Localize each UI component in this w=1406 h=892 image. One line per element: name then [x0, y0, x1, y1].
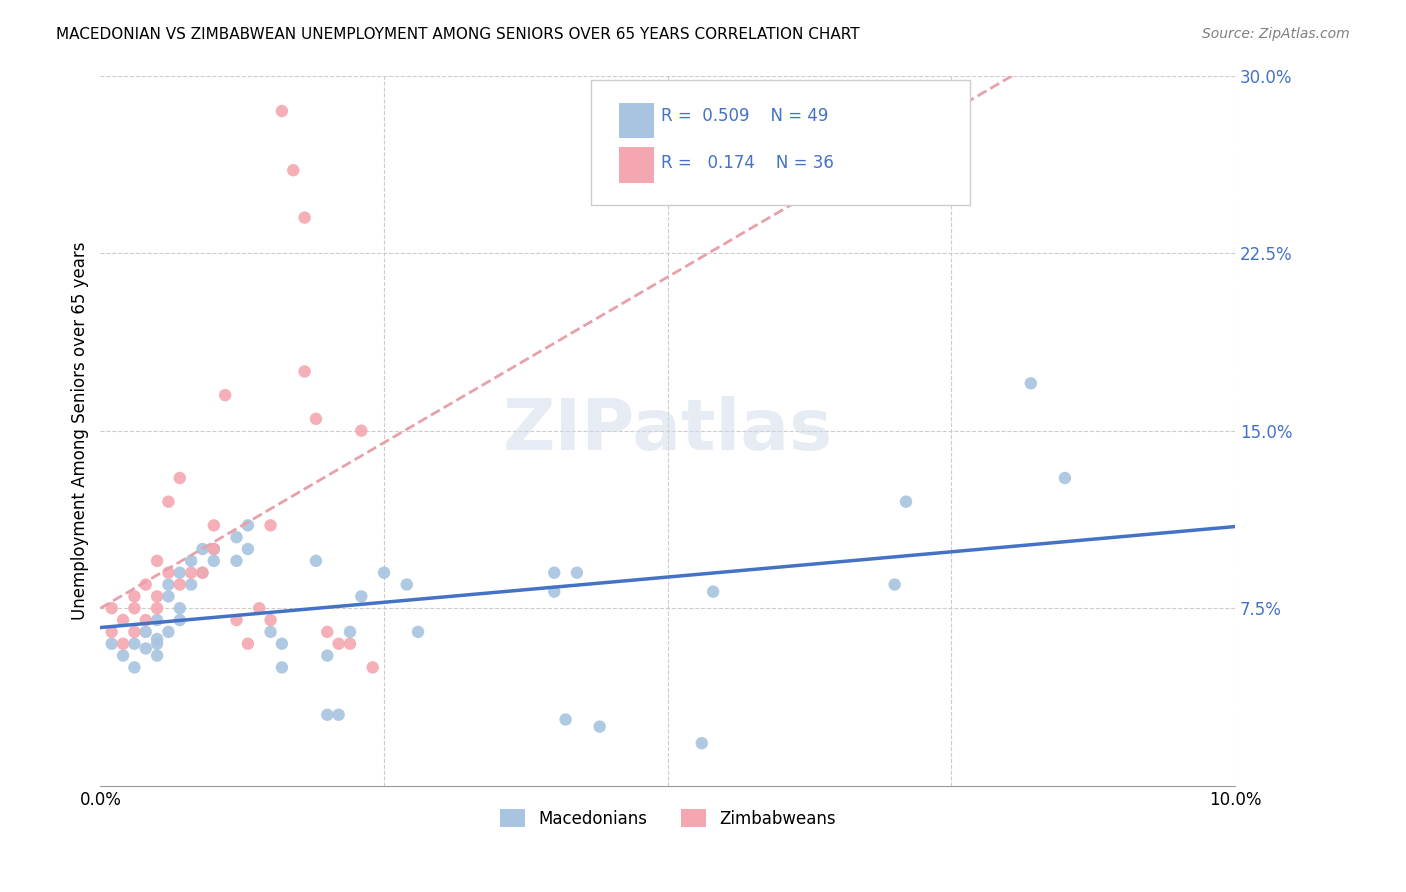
Point [316, 707, 339, 722]
Point [157, 590, 180, 604]
Point [157, 577, 180, 591]
Point [157, 566, 180, 580]
Point [883, 577, 905, 591]
Point [395, 577, 418, 591]
Point [271, 660, 294, 674]
Point [271, 103, 294, 118]
Point [283, 163, 305, 178]
Point [146, 601, 169, 615]
Point [350, 424, 373, 438]
Point [225, 554, 247, 568]
Point [112, 648, 135, 663]
Point [157, 494, 180, 508]
Point [146, 554, 169, 568]
Point [180, 554, 202, 568]
Point [543, 566, 565, 580]
Point [124, 601, 146, 615]
Point [146, 590, 169, 604]
Point [202, 518, 225, 533]
Point [146, 632, 169, 646]
Point [100, 637, 122, 651]
Point [350, 590, 373, 604]
Point [361, 660, 384, 674]
Point [305, 412, 328, 426]
Point [259, 613, 281, 627]
Point [1053, 471, 1076, 485]
Point [554, 713, 576, 727]
Point [169, 601, 191, 615]
Point [146, 648, 169, 663]
Point [124, 637, 146, 651]
Point [100, 624, 122, 639]
Point [169, 566, 191, 580]
Point [191, 566, 214, 580]
Point [588, 720, 610, 734]
Point [169, 577, 191, 591]
Point [146, 613, 169, 627]
Text: MACEDONIAN VS ZIMBABWEAN UNEMPLOYMENT AMONG SENIORS OVER 65 YEARS CORRELATION CH: MACEDONIAN VS ZIMBABWEAN UNEMPLOYMENT AM… [56, 27, 860, 42]
Point [202, 554, 225, 568]
Point [236, 518, 259, 533]
Point [894, 494, 917, 508]
Point [236, 542, 259, 557]
Point [328, 637, 350, 651]
Point [225, 530, 247, 544]
Point [112, 637, 135, 651]
Point [191, 566, 214, 580]
Point [316, 648, 339, 663]
Point [180, 566, 202, 580]
Point [214, 388, 236, 402]
Point [339, 624, 361, 639]
Point [316, 624, 339, 639]
Point [180, 577, 202, 591]
Point [135, 613, 157, 627]
Point [543, 584, 565, 599]
Point [135, 641, 157, 656]
Point [305, 554, 328, 568]
Point [339, 637, 361, 651]
Point [1019, 376, 1042, 391]
Point [202, 542, 225, 557]
Legend: Macedonians, Zimbabweans: Macedonians, Zimbabweans [494, 803, 842, 834]
Point [124, 624, 146, 639]
Point [294, 364, 316, 378]
Text: R =  0.509    N = 49: R = 0.509 N = 49 [661, 107, 828, 125]
Point [271, 637, 294, 651]
Point [202, 542, 225, 557]
Text: R =   0.174    N = 36: R = 0.174 N = 36 [661, 154, 834, 172]
Point [146, 637, 169, 651]
Point [124, 660, 146, 674]
Point [406, 624, 429, 639]
Point [328, 707, 350, 722]
Point [157, 624, 180, 639]
Point [259, 518, 281, 533]
Point [294, 211, 316, 225]
Point [100, 601, 122, 615]
Point [169, 471, 191, 485]
Point [259, 624, 281, 639]
Point [135, 577, 157, 591]
Point [690, 736, 713, 750]
Point [565, 566, 588, 580]
Point [124, 590, 146, 604]
Point [191, 542, 214, 557]
Point [702, 584, 724, 599]
Point [373, 566, 395, 580]
Point [135, 624, 157, 639]
Point [112, 613, 135, 627]
Point [236, 637, 259, 651]
Point [247, 601, 270, 615]
Point [225, 613, 247, 627]
Text: ZIPatlas: ZIPatlas [503, 396, 832, 465]
Text: Source: ZipAtlas.com: Source: ZipAtlas.com [1202, 27, 1350, 41]
Point [169, 613, 191, 627]
Y-axis label: Unemployment Among Seniors over 65 years: Unemployment Among Seniors over 65 years [72, 242, 89, 620]
